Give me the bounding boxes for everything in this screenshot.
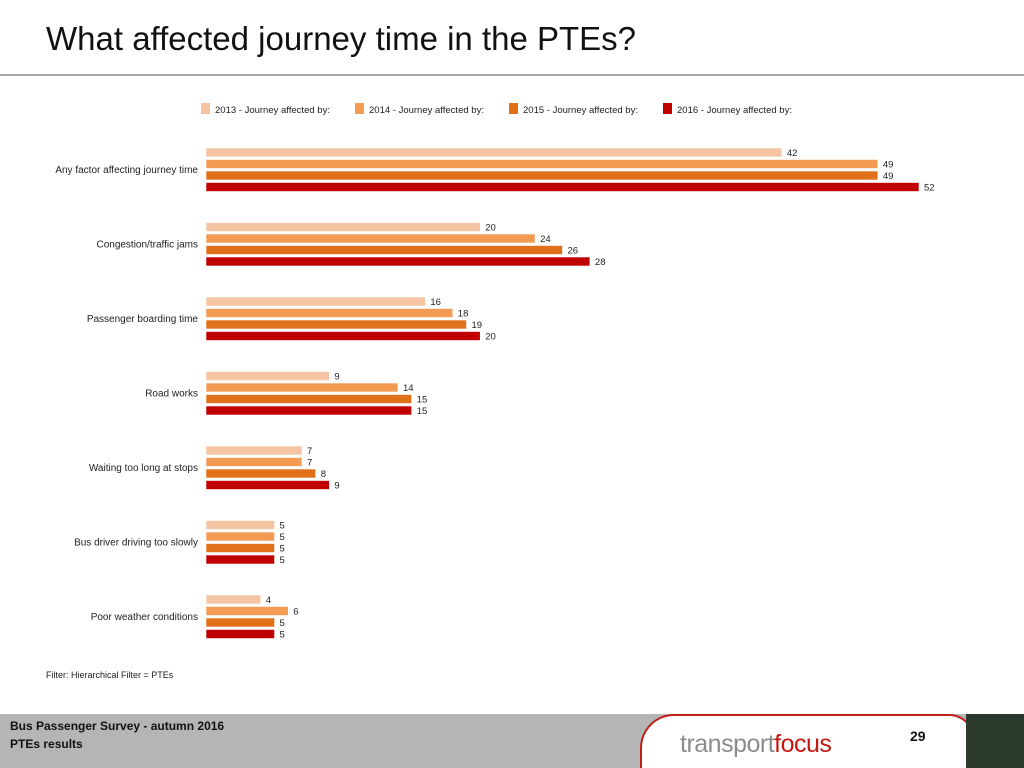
page-title: What affected journey time in the PTEs?: [46, 20, 637, 57]
bar: [205, 468, 316, 479]
legend-swatch-1: [355, 103, 364, 114]
legend-label-3: 2016 - Journey affected by:: [677, 105, 792, 116]
bar-value-label: 20: [485, 332, 496, 343]
footer-survey-name: Bus Passenger Survey - autumn 2016: [10, 719, 225, 733]
bar: [205, 405, 412, 416]
legend-swatch-0: [201, 103, 210, 114]
category-label: Road works: [145, 389, 198, 400]
bar: [205, 394, 412, 404]
bar: [205, 296, 426, 307]
bar-value-label: 7: [307, 446, 312, 457]
bar: [205, 594, 262, 605]
bar-value-label: 49: [883, 160, 894, 171]
bar: [205, 256, 591, 267]
bar-value-label: 6: [293, 607, 298, 618]
bar: [205, 182, 920, 192]
footer-report-name: PTEs results: [10, 737, 83, 751]
bar: [205, 629, 275, 639]
bar: [205, 222, 481, 232]
brand-logo-transport: transport: [680, 730, 775, 758]
bar-value-label: 5: [280, 521, 285, 532]
bar-value-label: 5: [280, 532, 285, 543]
bar-value-label: 5: [280, 555, 285, 566]
bar: [205, 554, 275, 565]
bar-value-label: 5: [280, 544, 285, 555]
bar-chart: 2013 - Journey affected by: 2014 - Journe…: [55, 103, 935, 641]
bar: [205, 319, 467, 330]
brand-logo-focus: focus: [774, 730, 832, 758]
bar-value-label: 7: [307, 458, 312, 469]
bar-value-label: 9: [334, 481, 339, 492]
category-label: Passenger boarding time: [87, 314, 199, 325]
footer-logo-panel: [640, 714, 975, 768]
legend-label-2: 2015 - Journey affected by:: [523, 105, 638, 116]
bar: [205, 159, 879, 169]
bar-value-label: 15: [417, 406, 428, 417]
category-label: Bus driver driving too slowly: [74, 538, 198, 549]
category-label: Any factor affecting journey time: [55, 165, 198, 176]
bar: [205, 170, 879, 181]
bar: [205, 382, 399, 393]
bar-value-label: 5: [280, 630, 285, 641]
bar-value-label: 24: [540, 234, 551, 245]
page-number: 29: [910, 728, 926, 744]
bar-value-label: 16: [430, 297, 441, 308]
bar: [205, 308, 454, 318]
bar-value-label: 42: [787, 148, 798, 159]
category-label: Waiting too long at stops: [89, 463, 198, 474]
bar-value-label: 18: [458, 309, 469, 320]
legend-swatch-3: [663, 103, 672, 114]
bar-value-label: 5: [280, 618, 285, 629]
bar-value-label: 9: [334, 372, 339, 383]
footer-corner: [966, 714, 1024, 768]
bar-value-label: 4: [266, 595, 271, 606]
bar: [205, 457, 303, 467]
legend-swatch-2: [509, 103, 518, 114]
bar-value-label: 8: [321, 469, 326, 480]
bar: [205, 233, 536, 244]
title-divider: [0, 74, 1024, 76]
bar: [205, 531, 275, 542]
bar-value-label: 52: [924, 183, 935, 194]
brand-logo: transportfocus: [680, 730, 832, 759]
footer: Bus Passenger Survey - autumn 2016 PTEs …: [0, 714, 1024, 768]
category-label: Congestion/traffic jams: [96, 240, 198, 251]
bar: [205, 617, 275, 628]
bar-value-label: 20: [485, 223, 496, 234]
bar: [205, 331, 481, 341]
bar: [205, 543, 275, 553]
bar: [205, 480, 330, 490]
bar-value-label: 19: [472, 320, 483, 331]
category-label: Poor weather conditions: [91, 612, 198, 623]
bar-value-label: 28: [595, 257, 606, 268]
legend-label-1: 2014 - Journey affected by:: [369, 105, 484, 116]
legend-label-0: 2013 - Journey affected by:: [215, 105, 330, 116]
bar-value-label: 26: [568, 246, 579, 257]
bar-value-label: 15: [417, 395, 428, 406]
bar: [205, 520, 275, 530]
bar-value-label: 49: [883, 171, 894, 182]
bar: [205, 245, 563, 255]
bar: [205, 606, 289, 616]
bar: [205, 147, 783, 158]
bar-value-label: 14: [403, 383, 414, 394]
filter-note: Filter: Hierarchical Filter = PTEs: [46, 670, 174, 680]
bar: [205, 371, 330, 381]
footer-text: Bus Passenger Survey - autumn 2016 PTEs …: [10, 717, 224, 753]
bar: [205, 445, 303, 456]
